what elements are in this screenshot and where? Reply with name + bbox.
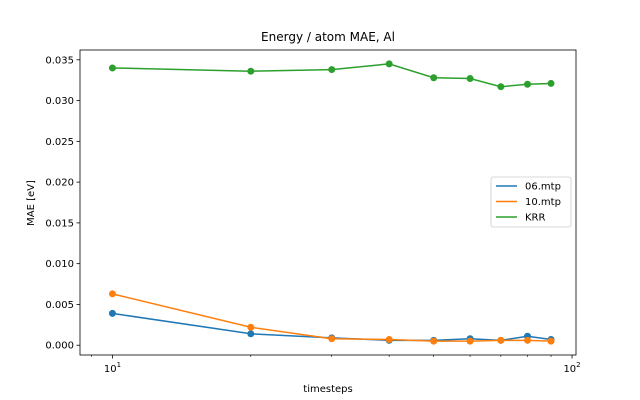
y-tick-label: 0.010 bbox=[45, 259, 74, 270]
data-point bbox=[430, 337, 438, 345]
x-tick-base: 10 bbox=[563, 364, 576, 375]
axes: 101 102 0.0000.0050.0100.0150.0200.0250.0… bbox=[45, 49, 581, 375]
legend-label: 06.mtp bbox=[525, 182, 561, 193]
y-tick-label: 0.000 bbox=[45, 341, 74, 352]
y-tick-label: 0.015 bbox=[45, 218, 74, 229]
data-point bbox=[466, 75, 474, 83]
y-tick-label: 0.035 bbox=[45, 55, 74, 66]
data-point bbox=[247, 67, 255, 75]
data-point bbox=[385, 336, 393, 344]
x-tick-label: 102 bbox=[563, 361, 580, 375]
x-tick-base: 10 bbox=[104, 364, 117, 375]
series-layer bbox=[108, 60, 555, 345]
data-point bbox=[385, 60, 393, 68]
data-point bbox=[524, 80, 532, 88]
x-tick-label: 101 bbox=[104, 361, 121, 375]
series-krr bbox=[108, 60, 555, 91]
legend-box bbox=[490, 176, 572, 228]
y-axis-ticks: 0.000 0.005 0.010 0.015 0.020 0.025 0.030 0.035 bbox=[45, 55, 80, 352]
x-axis-ticks: 101 102 bbox=[91, 355, 581, 375]
series-10-mtp bbox=[108, 290, 555, 345]
x-axis-label: timesteps bbox=[303, 384, 352, 395]
y-tick-label: 0.020 bbox=[45, 178, 74, 189]
data-point bbox=[547, 337, 555, 345]
data-point bbox=[524, 336, 532, 344]
data-point bbox=[497, 83, 505, 91]
data-point bbox=[247, 323, 255, 331]
y-tick-label: 0.005 bbox=[45, 300, 74, 311]
y-tick-label: 0.030 bbox=[45, 96, 74, 107]
x-tick-exponent: 1 bbox=[117, 361, 121, 369]
data-point bbox=[247, 330, 255, 338]
x-tick-exponent: 2 bbox=[576, 361, 580, 369]
chart-title: Energy / atom MAE, Al bbox=[261, 30, 395, 44]
data-point bbox=[108, 290, 116, 298]
data-point bbox=[466, 337, 474, 345]
data-point bbox=[497, 336, 505, 344]
data-point bbox=[547, 79, 555, 87]
data-point bbox=[328, 66, 336, 74]
data-point bbox=[328, 335, 336, 343]
data-point bbox=[108, 309, 116, 317]
plot-frame bbox=[79, 49, 577, 356]
y-axis-label: MAE [eV] bbox=[26, 180, 37, 226]
legend-label: 10.mtp bbox=[525, 197, 561, 208]
y-tick-label: 0.025 bbox=[45, 137, 74, 148]
legend: 06.mtp 10.mtp KRR bbox=[490, 176, 572, 228]
legend-label: KRR bbox=[525, 213, 546, 224]
data-point bbox=[108, 64, 116, 72]
data-point bbox=[430, 74, 438, 82]
